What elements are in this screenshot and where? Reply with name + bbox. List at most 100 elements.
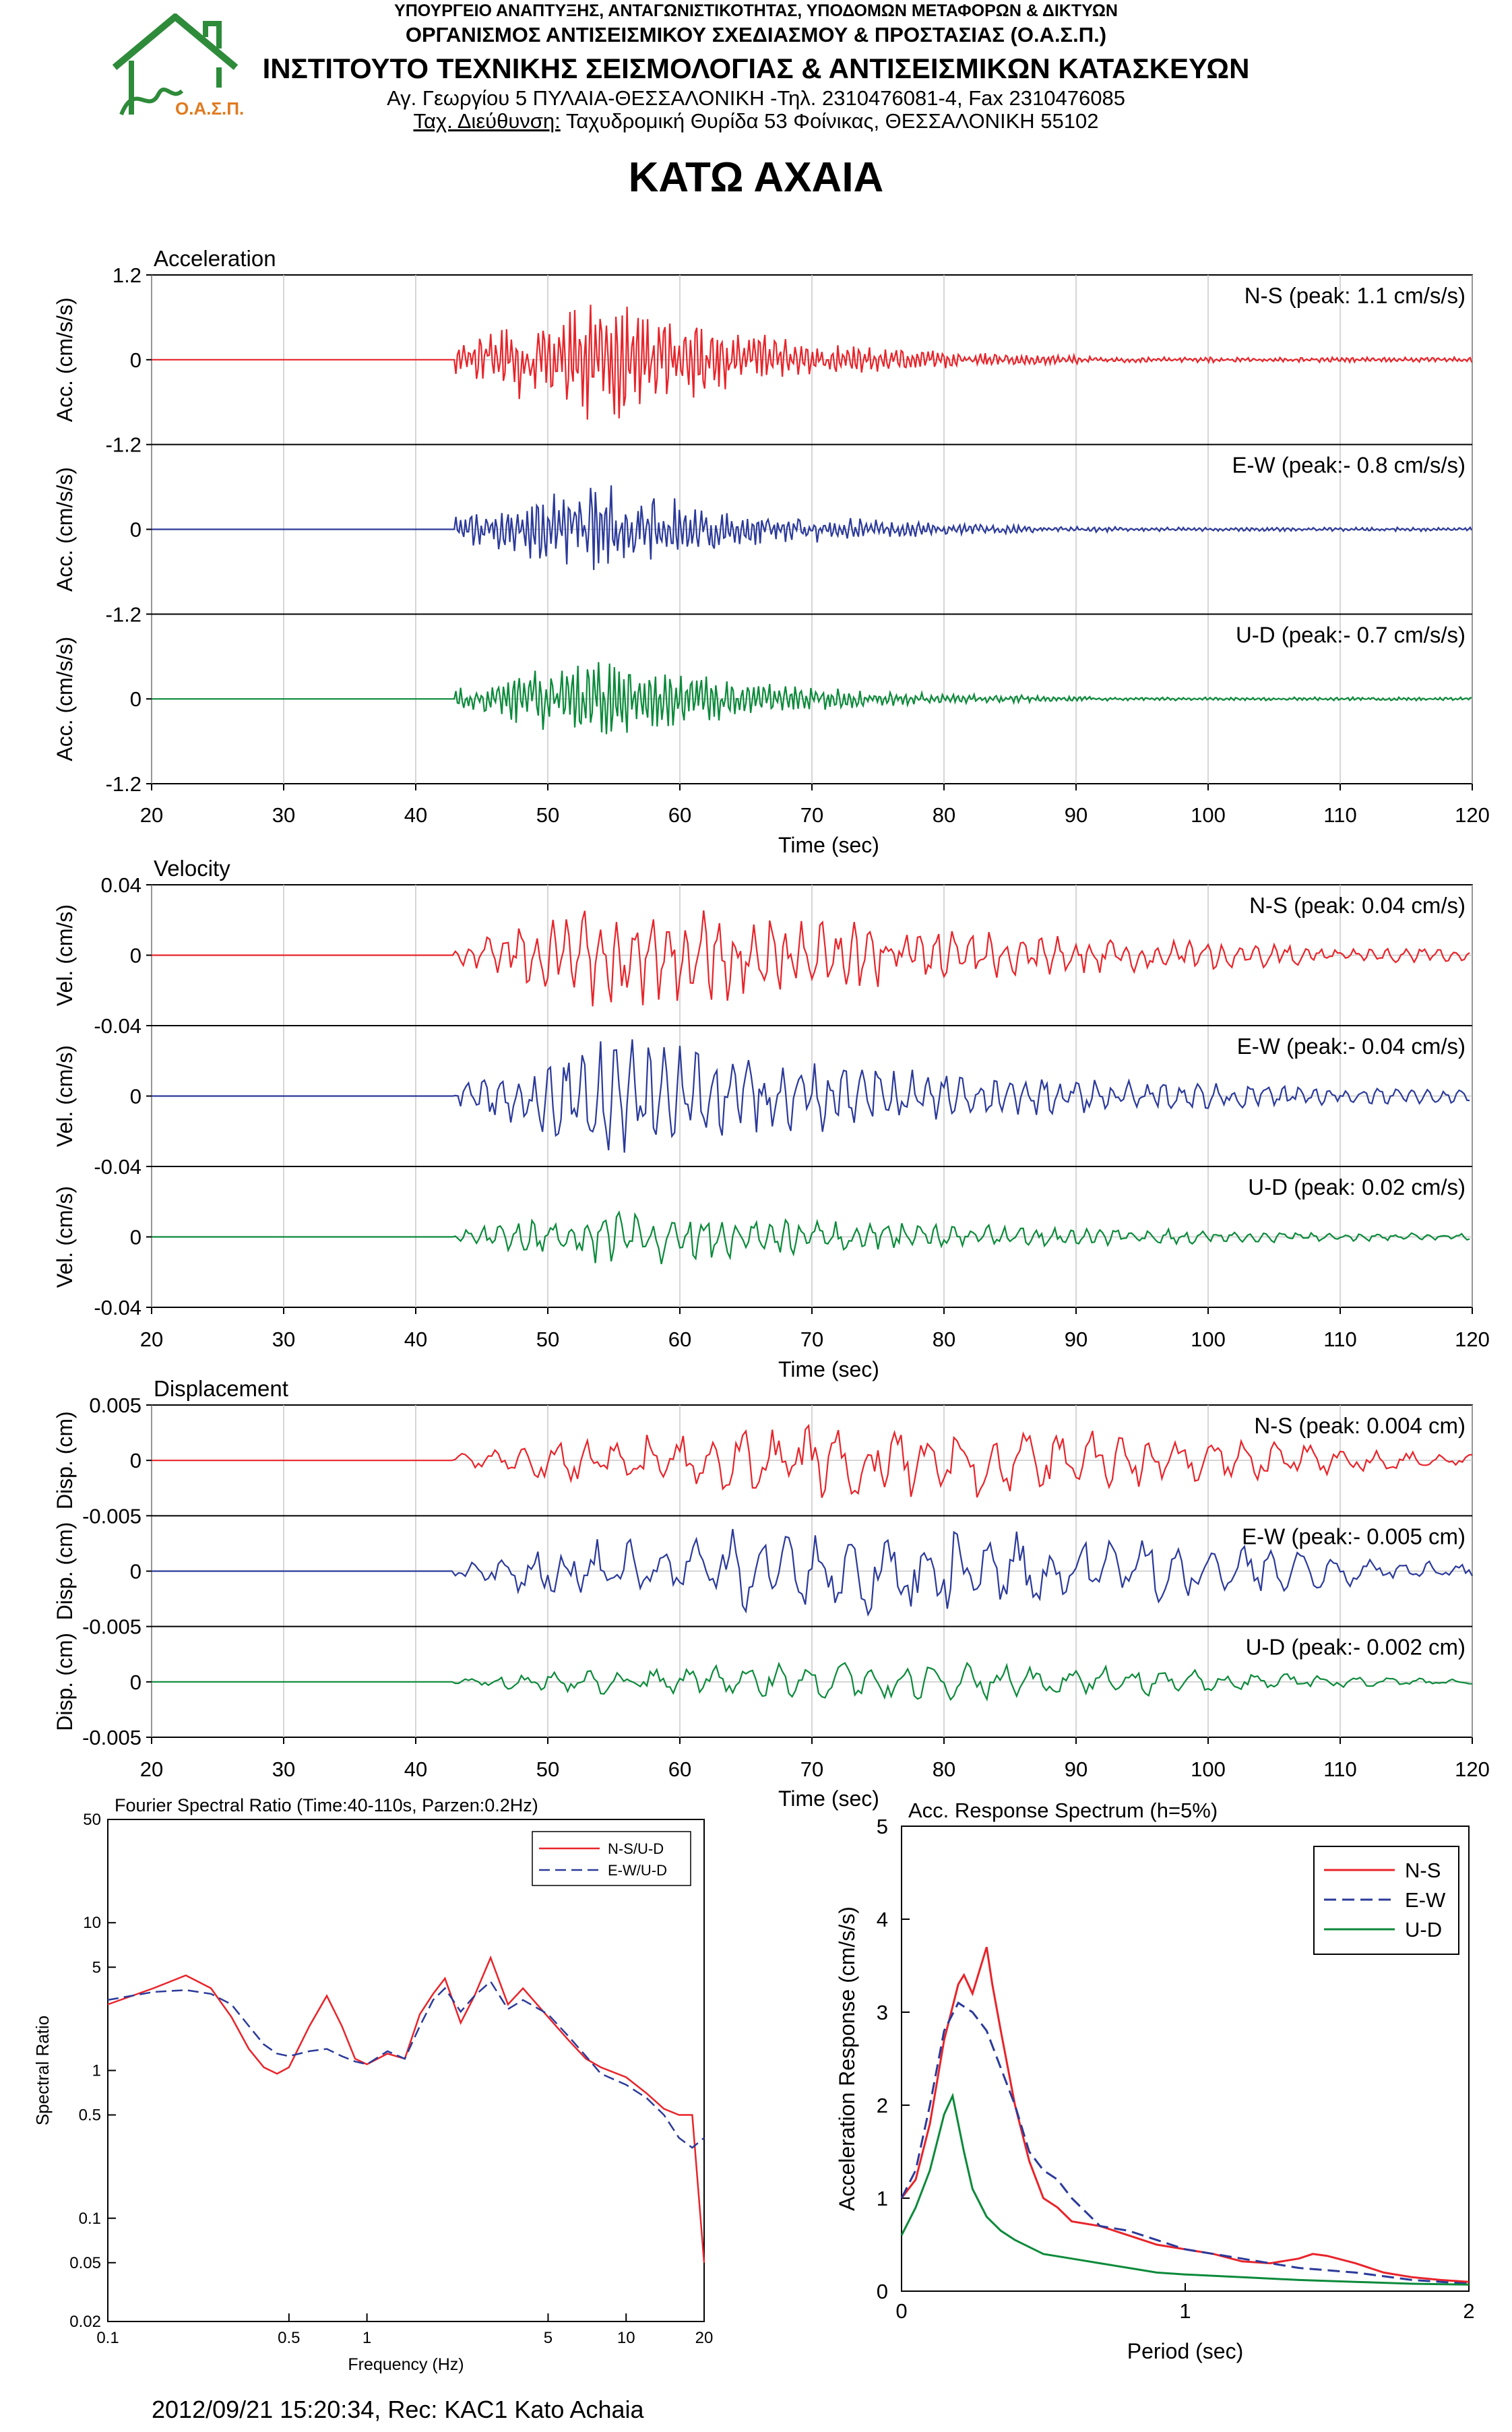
legend-label: N-S: [1405, 1859, 1441, 1882]
chart-response: Acc. Response Spectrum (h=5%) 0 1 2 0 1 2 3 4 5 Pe…: [835, 1799, 1475, 2363]
series-peak-label: E-W (peak:- 0.005 cm): [1242, 1524, 1466, 1549]
y-tick-label: 0: [130, 1085, 141, 1109]
y-tick-label: 0.5: [79, 2107, 101, 2125]
x-tick-label: 0: [895, 2299, 907, 2323]
x-tick-label: 110: [1323, 1328, 1356, 1351]
x-tick-label: 5: [544, 2329, 553, 2347]
x-tick-label: 1: [1179, 2299, 1191, 2323]
y-tick-label: 0: [130, 1449, 141, 1472]
y-axis-label: Acceleration Response (cm/s/s): [835, 1906, 859, 2211]
y-axis-label: Disp. (cm): [53, 1633, 77, 1731]
x-tick-label: 80: [933, 1328, 955, 1351]
x-tick-label: 70: [800, 1328, 823, 1351]
x-tick-label: 90: [1065, 1757, 1088, 1781]
trace-ew: [152, 1528, 1473, 1617]
y-axis-label: Vel. (cm/s): [53, 1186, 77, 1288]
y-tick-label: 2: [877, 2094, 888, 2117]
y-tick-label: -1.2: [106, 602, 141, 626]
y-tick-label: 1: [92, 2062, 101, 2080]
chart-title: Acc. Response Spectrum (h=5%): [908, 1799, 1218, 1822]
y-tick-label: 10: [83, 1914, 101, 1932]
x-tick-label: 120: [1455, 1328, 1490, 1351]
x-tick-label: 20: [140, 1757, 163, 1781]
x-axis-label: Period (sec): [1127, 2339, 1244, 2363]
x-tick-label: 30: [272, 1328, 295, 1351]
logo-text: Ο.Α.Σ.Π.: [175, 98, 244, 119]
x-tick-label: 120: [1455, 1757, 1490, 1781]
y-tick-label: 0: [130, 1560, 141, 1584]
address-line: Αγ. Γεωργίου 5 ΠΥΛΑΙΑ-ΘΕΣΣΑΛΟΝΙΚΗ -Τηλ. …: [387, 86, 1125, 110]
x-tick-label: 30: [272, 1757, 295, 1781]
y-axis-label: Disp. (cm): [53, 1522, 77, 1621]
series-line-ew: [900, 2001, 1470, 2285]
x-tick-label: 10: [617, 2329, 635, 2347]
postal-label: Ταχ. Διεύθυνση:: [413, 109, 561, 133]
x-axis-label: Time (sec): [778, 833, 879, 857]
chart-title: Acceleration: [154, 246, 276, 271]
y-tick-label: 0: [877, 2280, 888, 2303]
y-tick-label: 1.2: [113, 263, 141, 287]
x-axis-label: Frequency (Hz): [348, 2355, 464, 2374]
oasp-logo: Ο.Α.Σ.Π.: [112, 13, 244, 119]
legend-label: U-D: [1405, 1918, 1442, 1941]
y-axis-label: Spectral Ratio: [32, 2016, 53, 2125]
x-axis-label: Time (sec): [778, 1357, 879, 1381]
x-tick-label: 50: [536, 1757, 559, 1781]
x-tick-label: 90: [1065, 1328, 1088, 1351]
y-axis-label: Acc. (cm/s/s): [53, 297, 77, 422]
y-tick-label: 0: [130, 944, 141, 968]
y-tick-label: 0: [130, 348, 141, 372]
x-tick-label: 110: [1323, 803, 1356, 827]
chart-fourier: Fourier Spectral Ratio (Time:40-110s, Pa…: [32, 1795, 713, 2374]
x-tick-label: 0.1: [96, 2329, 119, 2347]
x-tick-label: 80: [933, 1757, 955, 1781]
y-axis-label: Vel. (cm/s): [53, 904, 77, 1006]
postal-line: Ταχ. Διεύθυνση: Ταχυδρομική Θυρίδα 53 Φο…: [0, 109, 1512, 133]
y-axis-label: Disp. (cm): [53, 1411, 77, 1509]
x-tick-label: 40: [404, 803, 427, 827]
x-tick-label: 100: [1191, 1328, 1226, 1351]
y-tick-label: 0: [130, 1226, 141, 1249]
plot-frame: [107, 1819, 705, 2322]
series-peak-label: N-S (peak: 1.1 cm/s/s): [1245, 283, 1466, 308]
legend-label: E-W: [1405, 1888, 1446, 1912]
legend-label: E-W/U-D: [608, 1862, 667, 1879]
y-tick-label: 50: [83, 1811, 101, 1829]
y-tick-label: -0.04: [94, 1155, 141, 1179]
series-line-ew-ud: [107, 1980, 705, 2149]
x-tick-label: 110: [1323, 1757, 1356, 1781]
chart-velocity: 20 30 40 50 60 70 80 90 100 110 120 Time (sec) Veloc…: [53, 856, 1490, 1381]
y-tick-label: 0.02: [69, 2313, 101, 2331]
x-tick-label: 0.5: [278, 2329, 300, 2347]
y-tick-label: -0.04: [94, 1014, 141, 1038]
y-tick-label: 0: [130, 687, 141, 711]
trace-ew: [152, 485, 1473, 570]
x-tick-label: 20: [140, 803, 163, 827]
ministry-line: ΥΠΟΥΡΓΕΙΟ ΑΝΑΠΤΥΞΗΣ, ΑΝΤΑΓΩΝΙΣΤΙΚΟΤΗΤΑΣ,…: [394, 1, 1118, 20]
y-tick-label: 0: [130, 1671, 141, 1694]
institute-line: ΙΝΣΤΙΤΟΥΤΟ ΤΕΧΝΙΚΗΣ ΣΕΙΣΜΟΛΟΓΙΑΣ & ΑΝΤΙΣ…: [262, 53, 1250, 84]
trace-ud: [152, 1661, 1473, 1702]
series-line-ns-ud: [107, 1955, 705, 2263]
chart-title: Fourier Spectral Ratio (Time:40-110s, Pa…: [115, 1795, 538, 1815]
y-axis-label: Vel. (cm/s): [53, 1045, 77, 1147]
x-tick-label: 20: [695, 2329, 714, 2347]
organization-line: ΟΡΓΑΝΙΣΜΟΣ ΑΝΤΙΣΕΙΣΜΙΚΟΥ ΣΧΕΔΙΑΣΜΟΥ & ΠΡ…: [405, 23, 1107, 46]
chart-displacement: 20 30 40 50 60 70 80 90 100 110 120 Time (sec) Displ…: [53, 1376, 1490, 1811]
legend-box: [532, 1831, 691, 1886]
y-tick-label: -0.005: [82, 1504, 141, 1528]
series-line-ud: [900, 2092, 1470, 2286]
record-footer: 2012/09/21 15:20:34, Rec: KAC1 Kato Acha…: [152, 2396, 644, 2423]
series-line-ns: [900, 1946, 1470, 2283]
x-tick-label: 20: [140, 1328, 163, 1351]
x-tick-label: 1: [363, 2329, 371, 2347]
y-tick-label: 5: [877, 1815, 888, 1838]
station-title: ΚΑΤΩ ΑΧΑΙΑ: [628, 154, 884, 201]
trace-ew: [152, 1039, 1470, 1153]
y-axis-label: Acc. (cm/s/s): [53, 637, 77, 761]
y-tick-label: 4: [877, 1908, 888, 1931]
series-peak-label: U-D (peak: 0.02 cm/s): [1248, 1175, 1466, 1199]
y-tick-label: -0.005: [82, 1726, 141, 1749]
y-tick-label: -1.2: [106, 772, 141, 796]
y-tick-label: 3: [877, 2001, 888, 2024]
